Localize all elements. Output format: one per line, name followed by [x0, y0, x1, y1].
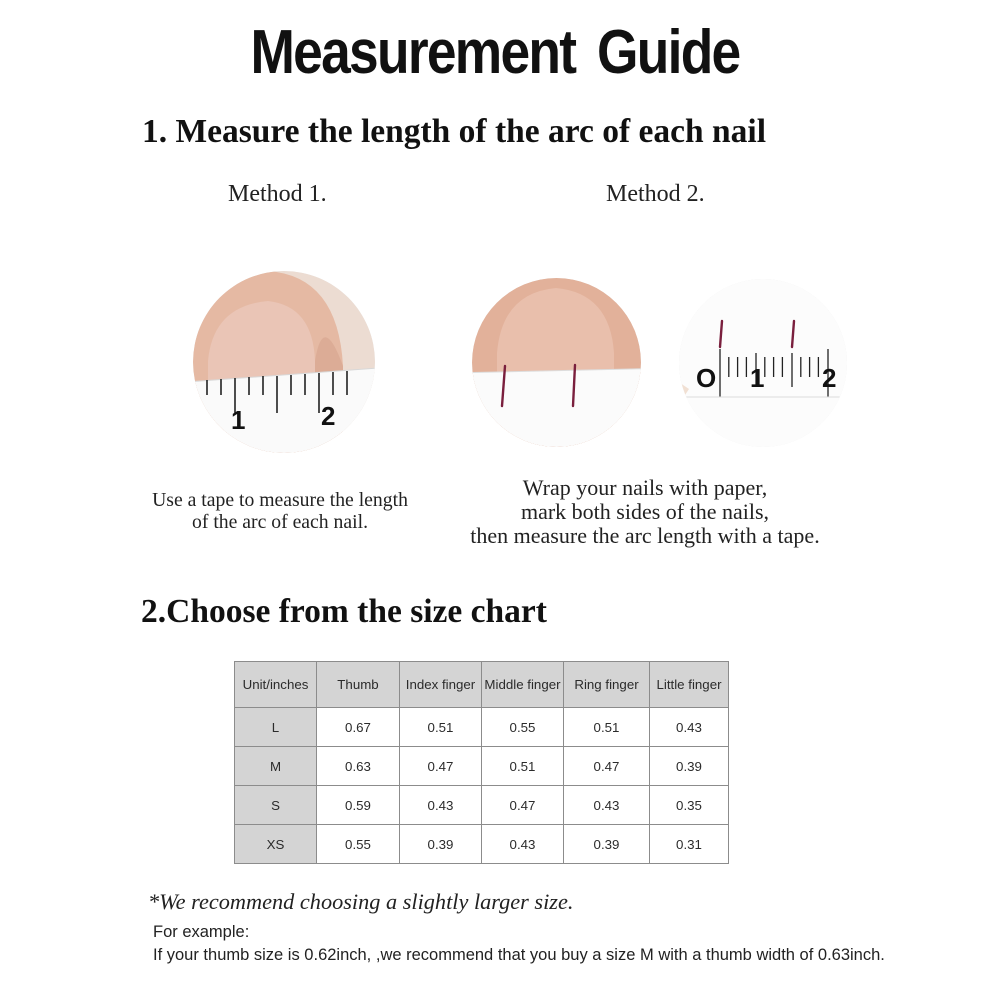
- svg-text:2: 2: [321, 401, 335, 431]
- svg-text:2: 2: [822, 363, 836, 393]
- svg-text:1: 1: [750, 363, 764, 393]
- svg-text:O: O: [696, 363, 716, 393]
- svg-text:1: 1: [231, 405, 245, 435]
